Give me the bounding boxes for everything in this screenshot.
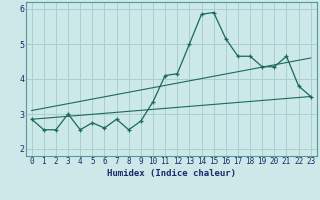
- X-axis label: Humidex (Indice chaleur): Humidex (Indice chaleur): [107, 169, 236, 178]
